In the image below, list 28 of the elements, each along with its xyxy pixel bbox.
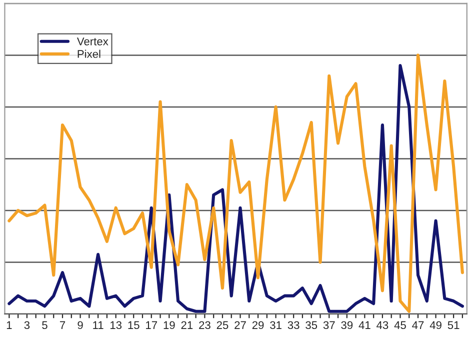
x-tick-label: 51 (448, 321, 460, 330)
x-tick-label: 37 (323, 321, 335, 330)
x-tick-label: 13 (110, 321, 122, 330)
x-tick-label: 29 (252, 321, 264, 330)
x-tick-label: 5 (42, 321, 48, 330)
x-tick-label: 31 (270, 321, 282, 330)
x-tick-label: 27 (234, 321, 246, 329)
x-tick-label: 1 (6, 321, 12, 329)
x-tick-label: 43 (376, 321, 388, 330)
x-tick-label: 35 (306, 321, 318, 330)
x-tick-label: 45 (394, 321, 406, 330)
x-tick-label: 23 (199, 321, 210, 330)
x-tick-label: 25 (216, 321, 228, 330)
x-tick-label: 47 (412, 321, 424, 329)
x-tick-label: 39 (341, 321, 353, 330)
x-tick-label: 9 (78, 321, 83, 330)
x-tick-label: 33 (288, 321, 300, 330)
x-tick-label: 11 (93, 321, 104, 329)
x-tick-label: 19 (164, 321, 175, 330)
x-tick-label: 3 (24, 321, 30, 330)
x-tick-label: 15 (128, 321, 140, 330)
x-tick-label: 21 (181, 321, 193, 329)
x-tick-label: 7 (60, 321, 66, 329)
x-tick-label: 49 (430, 321, 442, 330)
legend-label: Vertex (76, 38, 108, 46)
legend-label: Pixel (78, 50, 100, 58)
x-tick-label: 17 (146, 321, 158, 329)
x-tick-label: 41 (358, 321, 370, 329)
